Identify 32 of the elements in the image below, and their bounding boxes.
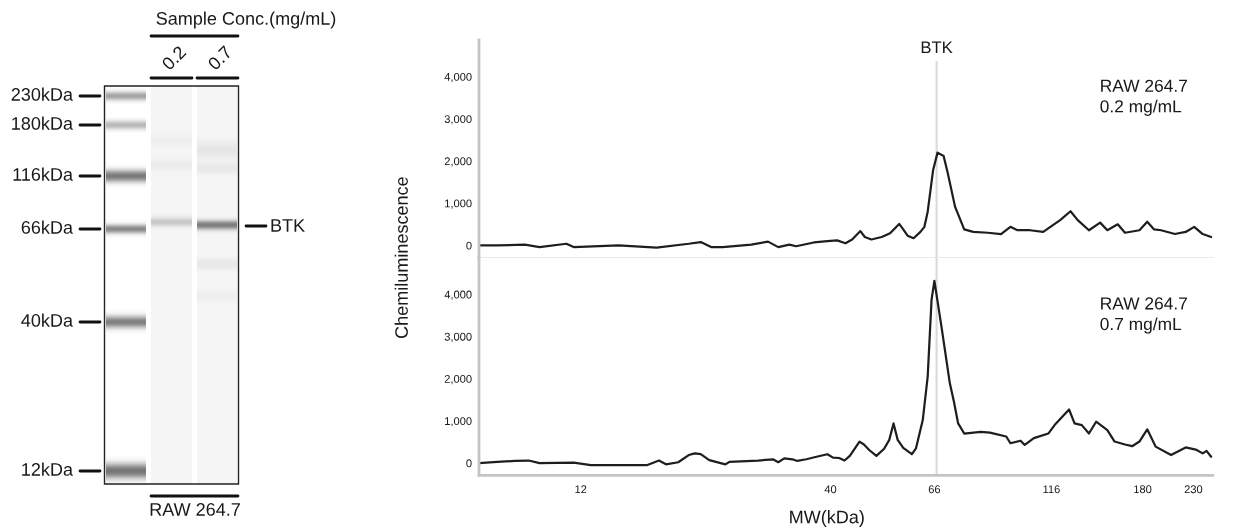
text: 230kDa <box>11 87 73 101</box>
x-axis-title: MW(kDa) <box>790 510 864 527</box>
x-tick-label: 116 <box>1043 485 1060 494</box>
y-tick-label: 3,000 <box>444 332 472 342</box>
y-tick-label: 2,000 <box>444 157 472 167</box>
ref-line-label: BTK <box>921 41 953 54</box>
y-axis-title: Chemiluminescence <box>394 177 408 339</box>
y-tick-label: 0 <box>466 459 472 468</box>
y-tick-label: 0 <box>466 241 472 250</box>
y-tick-label: 3,000 <box>444 115 472 125</box>
y-tick-label: 1,000 <box>445 417 472 427</box>
text: 116kDa <box>13 167 73 181</box>
y-tick-label: 4,000 <box>444 72 472 83</box>
text: 180kDa <box>12 116 73 130</box>
x-tick-label: 12 <box>575 485 587 494</box>
y-tick-label: 4,000 <box>444 290 472 300</box>
text: 0.2 <box>161 45 187 71</box>
text: Sample Conc.(mg/mL) <box>156 11 336 29</box>
text: 0.7 <box>207 45 233 71</box>
x-tick-label: 230 <box>1184 485 1203 494</box>
annotation: RAW 264.7 0.7 mg/mL <box>1100 297 1187 334</box>
annotation: RAW 264.7 0.2 mg/mL <box>1100 79 1187 116</box>
x-tick-label: 40 <box>824 485 837 494</box>
text: 66kDa <box>21 220 73 234</box>
y-tick-label: 2,000 <box>444 374 472 385</box>
y-tick-label: 1,000 <box>445 199 472 209</box>
x-tick-label: 66 <box>928 485 941 494</box>
text: 12kDa <box>22 462 73 476</box>
text: 40kDa <box>21 313 73 327</box>
text: RAW 264.7 <box>150 503 240 516</box>
text: BTK <box>271 219 305 232</box>
x-tick-label: 180 <box>1134 485 1152 494</box>
